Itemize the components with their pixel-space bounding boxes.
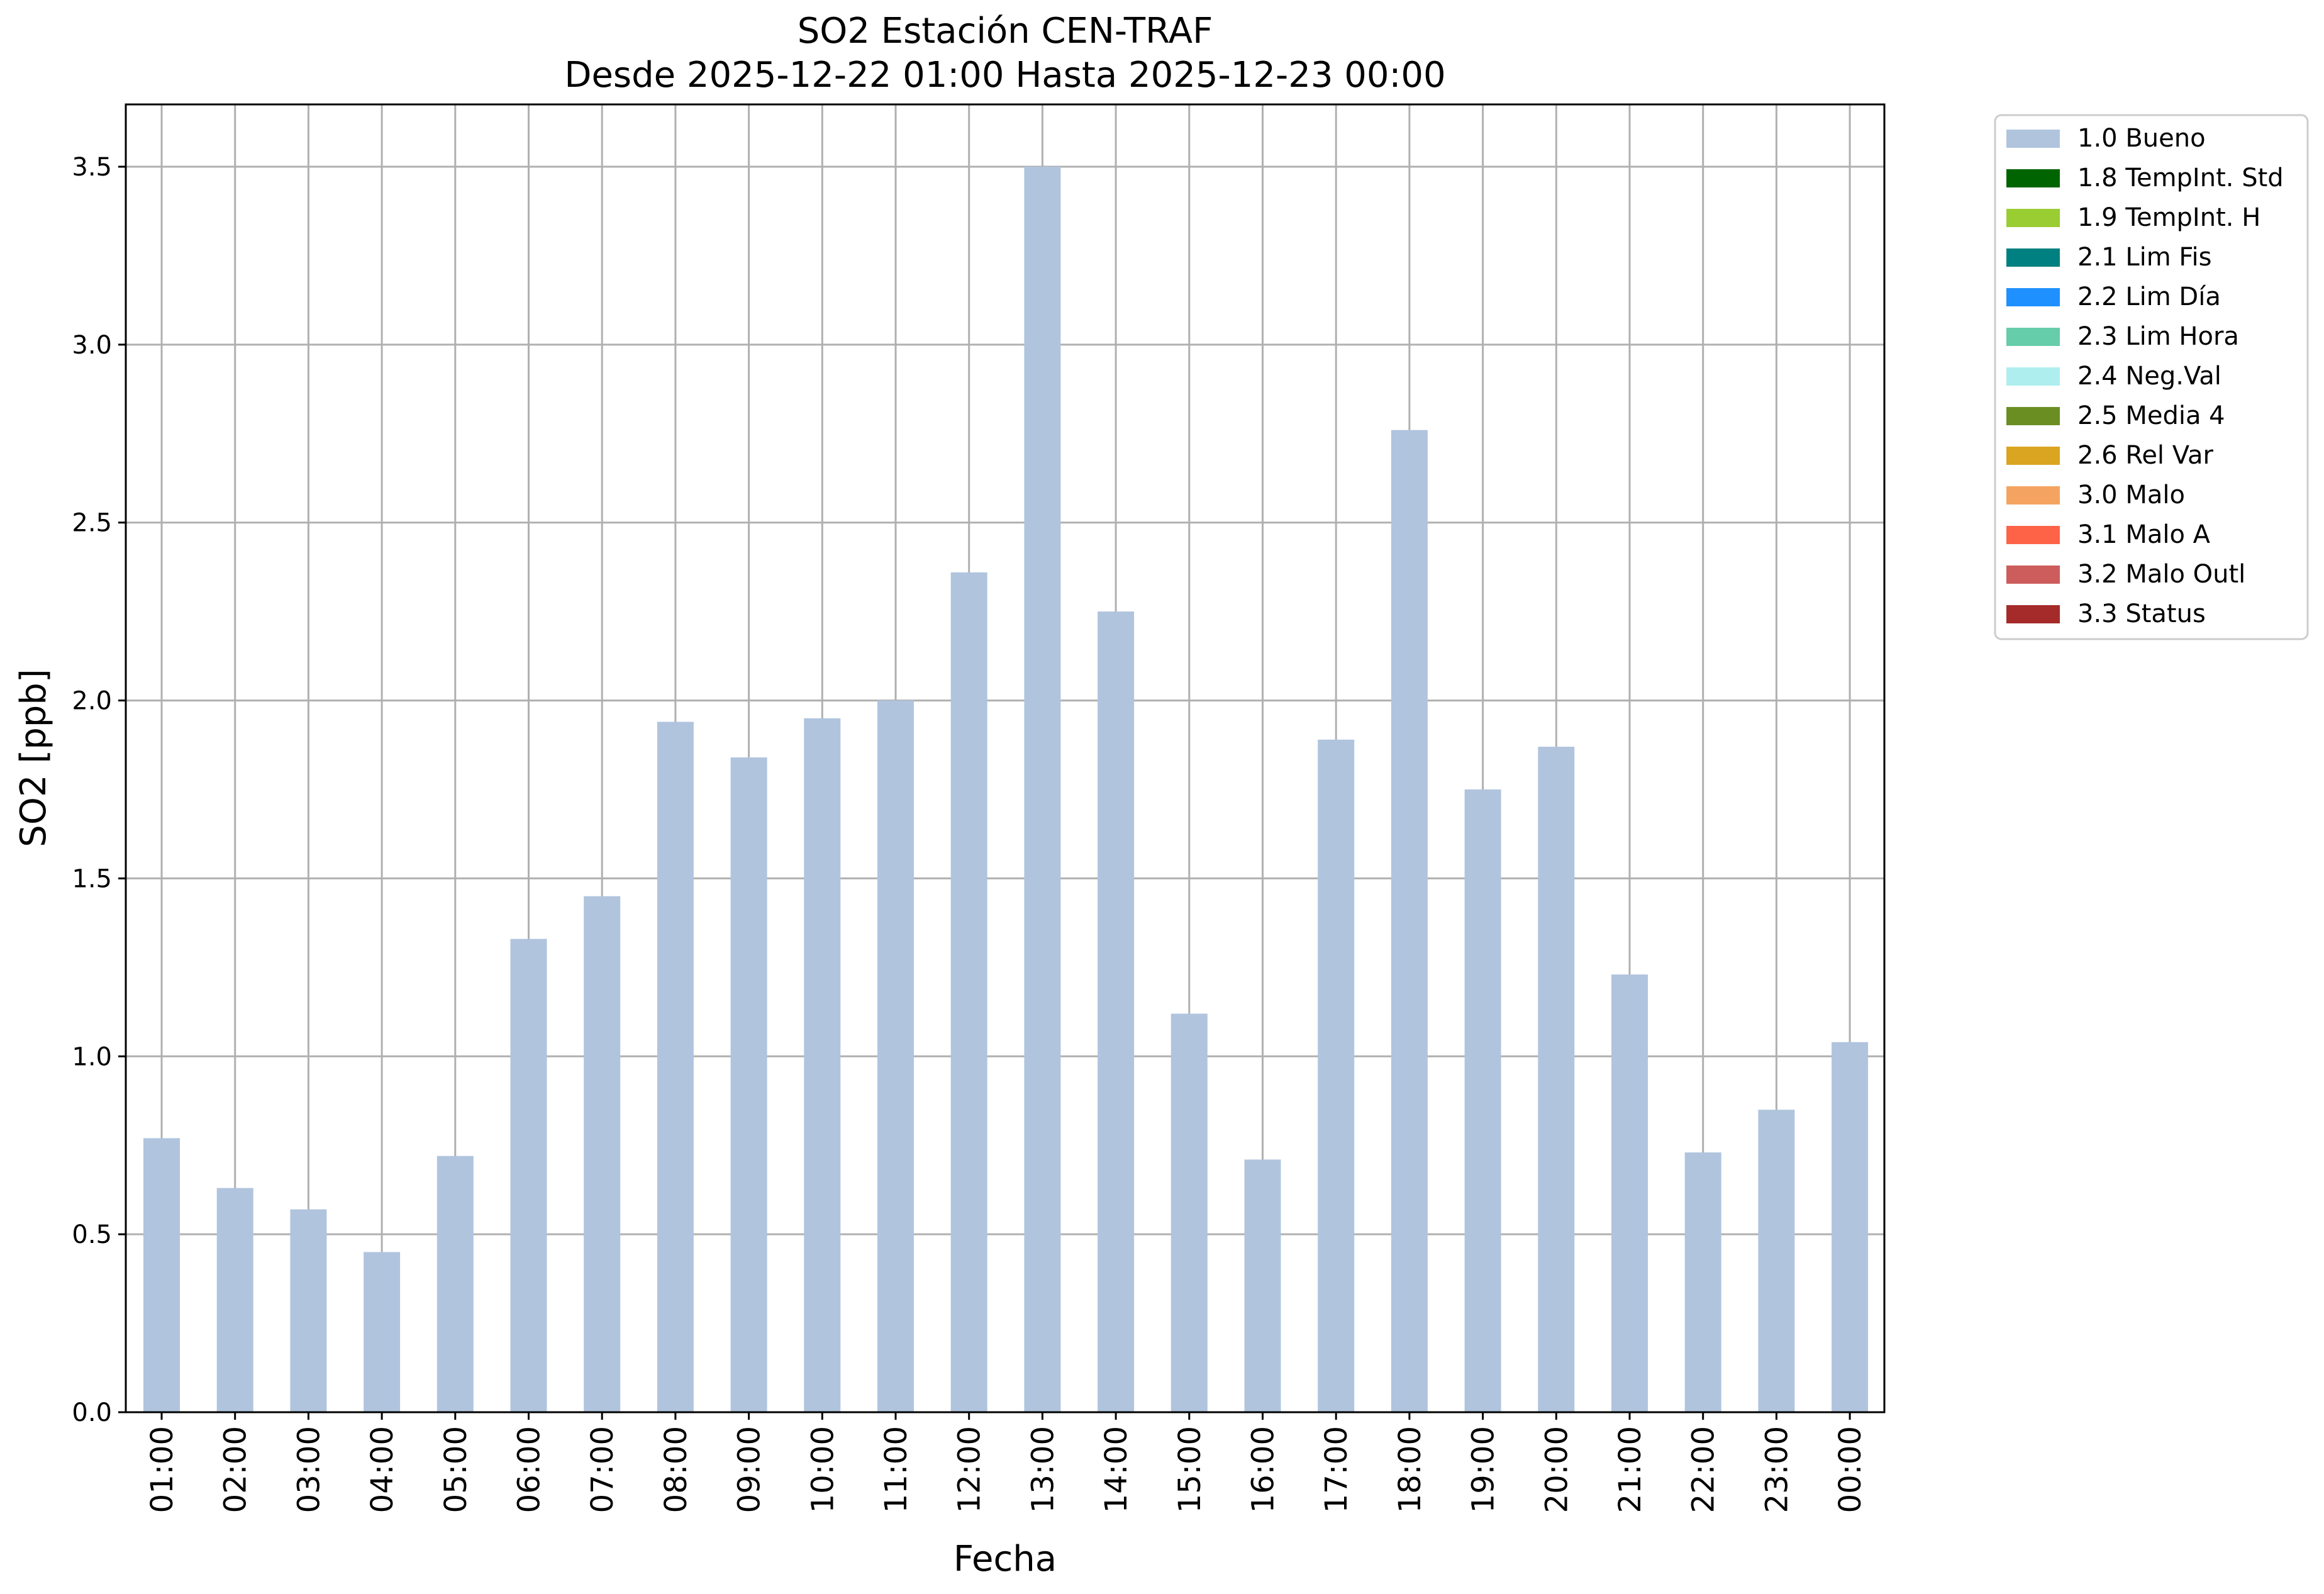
x-tick-label: 07:00 xyxy=(585,1426,620,1513)
bar-20:00 xyxy=(1538,747,1575,1412)
bar-05:00 xyxy=(436,1156,474,1412)
chart-title: SO2 Estación CEN-TRAF xyxy=(798,11,1213,52)
x-tick-label: 00:00 xyxy=(1833,1426,1868,1513)
y-axis-label: SO2 [ppb] xyxy=(13,669,54,847)
x-tick-label: 02:00 xyxy=(218,1426,253,1513)
bars xyxy=(143,167,1869,1413)
bar-09:00 xyxy=(730,757,767,1412)
x-tick-label: 13:00 xyxy=(1025,1426,1060,1513)
y-tick-label: 2.5 xyxy=(72,509,112,538)
legend-swatch xyxy=(2006,447,2060,465)
bar-10:00 xyxy=(804,718,841,1412)
x-tick-label: 04:00 xyxy=(365,1426,400,1513)
legend-swatch xyxy=(2006,526,2060,544)
bar-07:00 xyxy=(584,896,621,1412)
x-tick-label: 20:00 xyxy=(1539,1426,1574,1513)
legend-swatch xyxy=(2006,605,2060,623)
bar-03:00 xyxy=(290,1209,327,1412)
bar-13:00 xyxy=(1024,167,1061,1412)
bar-18:00 xyxy=(1391,430,1428,1412)
y-tick-label: 1.5 xyxy=(72,864,112,893)
bar-14:00 xyxy=(1098,611,1135,1413)
x-tick-label: 22:00 xyxy=(1686,1426,1721,1513)
x-axis-label: Fecha xyxy=(954,1539,1057,1580)
legend-label: 2.2 Lim Día xyxy=(2077,282,2221,311)
x-tick-label: 23:00 xyxy=(1759,1426,1794,1513)
chart-subtitle: Desde 2025-12-22 01:00 Hasta 2025-12-23 … xyxy=(564,55,1445,96)
x-tick-label: 11:00 xyxy=(879,1426,914,1513)
x-tick-label: 09:00 xyxy=(732,1426,767,1513)
y-tick-label: 0.0 xyxy=(72,1398,112,1427)
x-tick-label: 21:00 xyxy=(1613,1426,1648,1513)
legend-swatch xyxy=(2006,130,2060,148)
bar-01:00 xyxy=(143,1138,180,1412)
bar-00:00 xyxy=(1832,1042,1869,1412)
legend-label: 2.1 Lim Fis xyxy=(2077,243,2211,272)
legend-swatch xyxy=(2006,486,2060,504)
legend-label: 1.9 TempInt. H xyxy=(2077,203,2260,232)
bar-15:00 xyxy=(1170,1013,1208,1412)
bar-21:00 xyxy=(1611,974,1648,1412)
x-tick-label: 06:00 xyxy=(512,1426,547,1513)
x-tick-label: 19:00 xyxy=(1466,1426,1501,1513)
bar-19:00 xyxy=(1464,789,1501,1412)
x-tick-label: 18:00 xyxy=(1393,1426,1428,1513)
legend-swatch xyxy=(2006,169,2060,187)
x-axis: 01:00 02:00 03:00 04:00 05:00 06:00 07:00 08:00… xyxy=(145,1412,1868,1513)
x-tick-label: 15:00 xyxy=(1172,1426,1208,1513)
legend-label: 3.0 Malo xyxy=(2077,481,2185,510)
y-axis: 0.0 0.5 1.0 1.5 2.0 2.5 3.0 3.5 xyxy=(72,153,126,1427)
legend-label: 2.3 Lim Hora xyxy=(2077,322,2239,351)
x-tick-label: 05:00 xyxy=(438,1426,474,1513)
legend-label: 3.1 Malo A xyxy=(2077,520,2211,549)
y-tick-label: 3.0 xyxy=(72,331,112,360)
bar-06:00 xyxy=(510,939,547,1412)
bar-16:00 xyxy=(1244,1159,1281,1412)
legend-frame xyxy=(1994,114,2309,640)
x-tick-label: 14:00 xyxy=(1099,1426,1134,1513)
legend-label: 1.8 TempInt. Std xyxy=(2077,164,2284,192)
y-tick-label: 3.5 xyxy=(72,153,112,182)
bar-12:00 xyxy=(950,572,987,1412)
bar-11:00 xyxy=(877,700,914,1412)
x-tick-label: 08:00 xyxy=(659,1426,694,1513)
bar-17:00 xyxy=(1318,739,1355,1412)
x-tick-label: 03:00 xyxy=(291,1426,326,1513)
legend-swatch xyxy=(2006,566,2060,584)
bar-04:00 xyxy=(364,1252,401,1412)
x-tick-label: 12:00 xyxy=(952,1426,987,1513)
y-tick-label: 1.0 xyxy=(72,1042,112,1071)
legend-swatch xyxy=(2006,407,2060,425)
legend: 1.0 Bueno 1.8 TempInt. Std 1.9 TempInt. H 2… xyxy=(1994,114,2309,640)
legend-swatch xyxy=(2006,367,2060,386)
x-tick-label: 01:00 xyxy=(145,1426,180,1513)
x-tick-label: 16:00 xyxy=(1246,1426,1281,1513)
x-tick-label: 10:00 xyxy=(805,1426,840,1513)
y-tick-label: 2.0 xyxy=(72,687,112,716)
legend-label: 2.4 Neg.Val xyxy=(2077,362,2221,391)
legend-label: 1.0 Bueno xyxy=(2077,124,2206,153)
legend-swatch xyxy=(2006,248,2060,267)
legend-swatch xyxy=(2006,209,2060,227)
y-tick-label: 0.5 xyxy=(72,1220,112,1249)
bar-02:00 xyxy=(216,1188,253,1412)
bar-22:00 xyxy=(1684,1152,1721,1412)
legend-swatch xyxy=(2006,288,2060,306)
bar-08:00 xyxy=(657,722,694,1412)
bar-23:00 xyxy=(1758,1110,1795,1412)
legend-label: 2.6 Rel Var xyxy=(2077,441,2214,470)
legend-label: 2.5 Media 4 xyxy=(2077,401,2225,430)
legend-swatch xyxy=(2006,328,2060,346)
plot-frame xyxy=(125,103,1886,1413)
legend-label: 3.3 Status xyxy=(2077,599,2206,628)
legend-label: 3.2 Malo Outl xyxy=(2077,560,2245,589)
x-tick-label: 17:00 xyxy=(1319,1426,1354,1513)
